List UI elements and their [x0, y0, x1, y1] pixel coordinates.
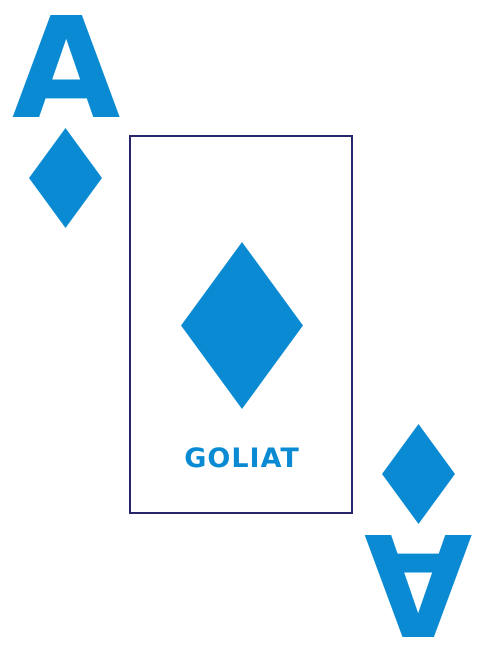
- center-diamond-icon: [181, 242, 303, 409]
- bottom-right-rank: A: [364, 501, 473, 664]
- top-left-diamond-icon: [29, 128, 102, 228]
- bottom-right-diamond-icon: [382, 424, 455, 524]
- top-left-rank: A: [12, 0, 121, 151]
- brand-label: GOLIAT: [184, 443, 300, 474]
- center-frame: [129, 135, 353, 514]
